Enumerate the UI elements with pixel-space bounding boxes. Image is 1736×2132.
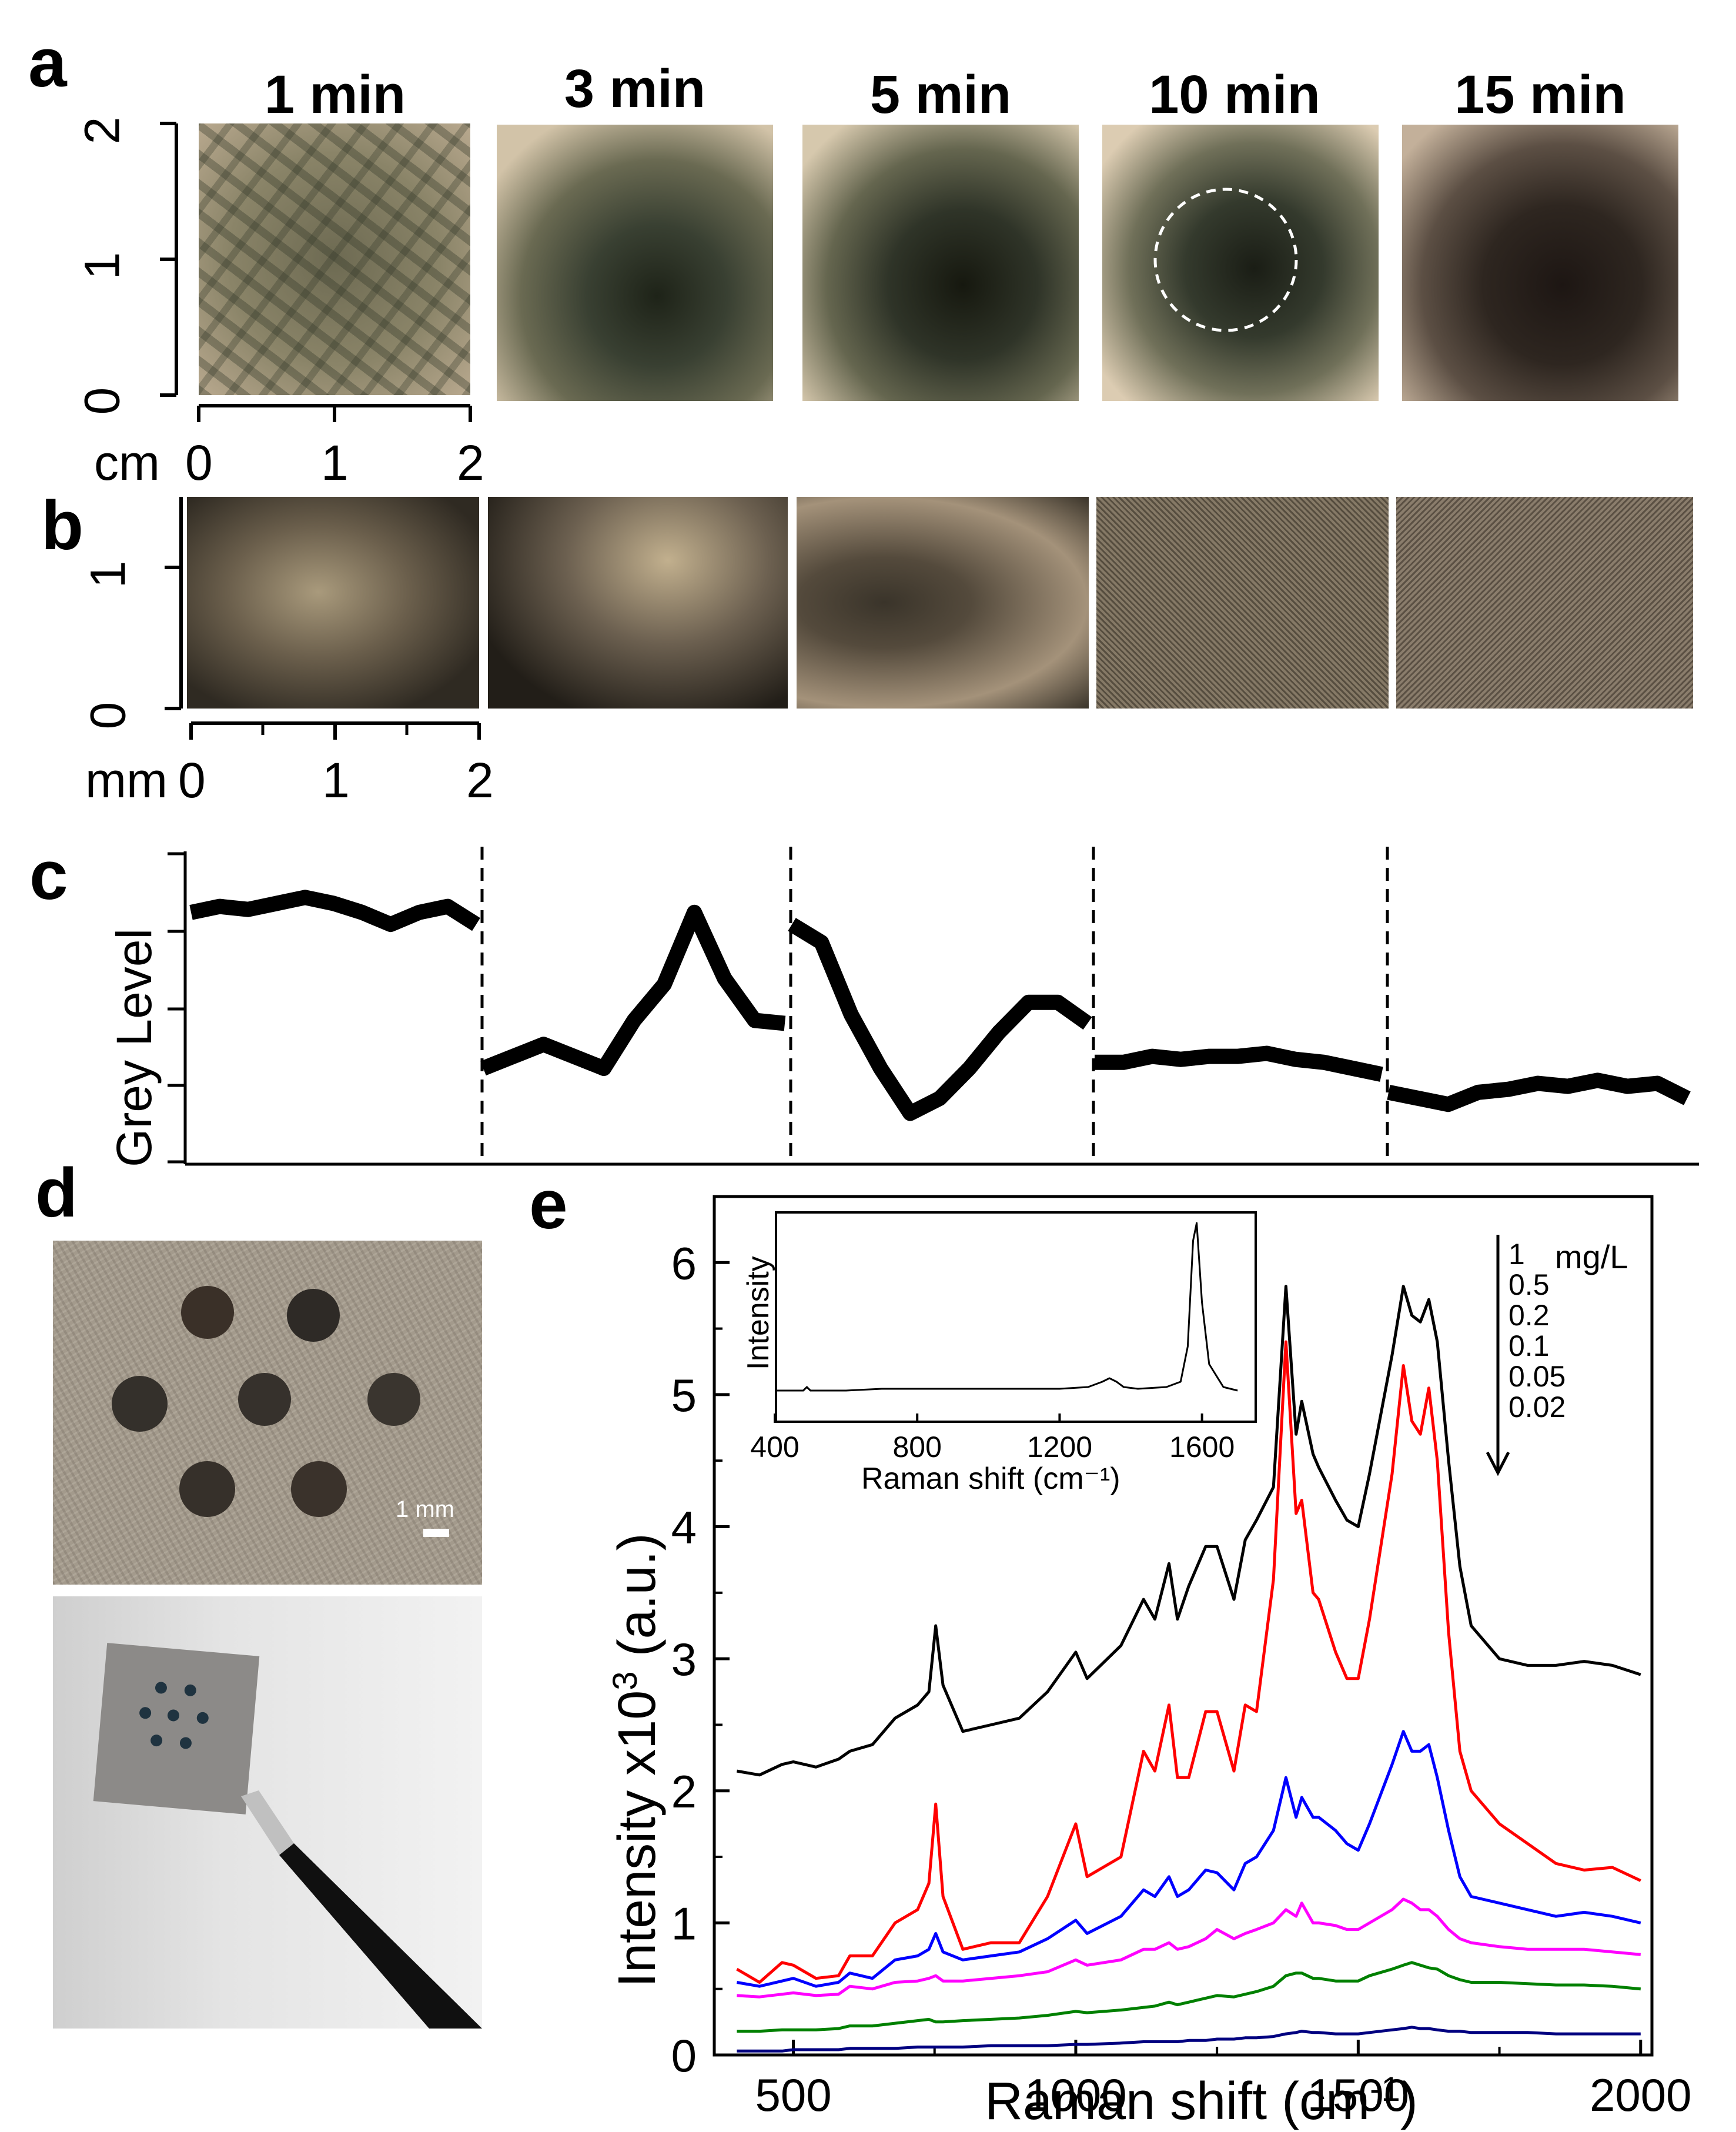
legend-arrow-head	[1486, 1451, 1510, 1476]
grey-level-line-4	[1387, 1072, 1691, 1112]
photo-b-3min	[488, 497, 788, 709]
inset-xtick-label: 400	[750, 1431, 799, 1463]
panel-b-xtick-2: 2	[466, 753, 494, 808]
time-label-10min: 10 min	[1149, 65, 1320, 125]
inset-frame	[775, 1211, 1257, 1423]
legend-entry-0.2: 0.2	[1508, 1299, 1550, 1332]
e-ytick-label: 6	[671, 1237, 697, 1289]
panel-letter-a: a	[28, 24, 67, 102]
time-label-3min: 3 min	[564, 59, 706, 119]
panel-a-xtick-1: 1	[321, 435, 349, 490]
legend-entry-0.1: 0.1	[1508, 1329, 1550, 1362]
panel-letter-c: c	[29, 837, 68, 914]
e-ytick-label: 3	[671, 1633, 697, 1685]
panel-letter-e: e	[529, 1166, 568, 1244]
grey-level-line-3	[1095, 1045, 1383, 1082]
sers-spot	[112, 1376, 168, 1432]
photo-b-5min	[797, 497, 1089, 709]
legend-entry-0.02: 0.02	[1508, 1391, 1566, 1423]
photo-b-10min	[1096, 497, 1389, 709]
photo-d-tweezers	[53, 1596, 482, 2029]
photo-a-5min	[802, 125, 1079, 401]
tweezers	[241, 1790, 482, 2029]
inset-xtick-label: 1600	[1169, 1431, 1235, 1463]
panel-a-xtick-0: 0	[185, 435, 213, 490]
panel-a-xtick-2: 2	[457, 435, 484, 490]
sers-spot	[367, 1373, 420, 1426]
e-ytick-label: 0	[671, 2030, 697, 2081]
scale-bar	[423, 1529, 449, 1537]
grey-level-line-1	[480, 904, 786, 1076]
photo-a-10min	[1102, 125, 1379, 401]
e-ytick-label: 2	[671, 1766, 697, 1817]
photo-d-substrate: 1 mm	[53, 1241, 482, 1585]
inset-xtick-label: 800	[892, 1431, 941, 1463]
inset-xlabel: Raman shift (cm⁻¹)	[861, 1462, 1120, 1496]
spectrum-0.1	[737, 1897, 1641, 1999]
e-xtick-label: 500	[755, 2069, 831, 2121]
grey-level-line-2	[788, 918, 1092, 1121]
legend-entry-0.05: 0.05	[1508, 1360, 1566, 1393]
panel-letter-d: d	[35, 1154, 78, 1232]
e-xtick-label: 1000	[1025, 2069, 1127, 2121]
sers-spot	[287, 1289, 340, 1342]
grey-level-line-0	[189, 890, 480, 933]
sers-spot	[291, 1461, 347, 1517]
time-label-5min: 5 min	[869, 65, 1012, 125]
panel-e-xlabel: Raman shift (cm-1)	[985, 2070, 1418, 2131]
panel-b-xtick-1: 1	[322, 753, 350, 808]
time-label-1min: 1 min	[264, 65, 406, 125]
panel-b-xtick-0: 0	[178, 753, 206, 808]
panel-letter-b: b	[41, 487, 84, 564]
spectrum-0.2	[736, 1730, 1641, 1988]
inset-spectrum-line	[775, 1222, 1238, 1392]
legend-entry-1: 1	[1508, 1238, 1525, 1271]
legend-entry-0.5: 0.5	[1508, 1268, 1550, 1301]
sers-spot	[179, 1461, 235, 1517]
photo-a-15min	[1402, 125, 1678, 401]
e-ytick-label: 1	[671, 1897, 697, 1949]
spectrum-0.02	[737, 2026, 1641, 2053]
time-label-15min: 15 min	[1454, 65, 1626, 125]
e-xtick-label: 1500	[1307, 2069, 1410, 2121]
photo-b-1min	[187, 497, 479, 709]
panel-b-unit: mm	[85, 753, 168, 808]
scale-bar-label: 1 mm	[396, 1496, 454, 1522]
panel-a-unit: cm	[94, 435, 160, 490]
sers-spot	[238, 1373, 291, 1426]
legend-unit: mg/L	[1555, 1238, 1628, 1275]
photo-b-15min	[1396, 497, 1693, 709]
spectrum-1	[736, 1285, 1641, 1777]
e-xtick-label: 2000	[1590, 2069, 1692, 2121]
spectrum-0.05	[737, 1961, 1641, 2033]
inset-xtick-label: 1200	[1027, 1431, 1092, 1463]
photo-a-1min	[199, 123, 470, 395]
sers-spot	[181, 1286, 234, 1339]
spectrum-0.5	[736, 1340, 1641, 1984]
e-ytick-label: 5	[671, 1369, 697, 1421]
e-ytick-label: 4	[671, 1502, 697, 1553]
photo-a-3min	[497, 125, 773, 401]
